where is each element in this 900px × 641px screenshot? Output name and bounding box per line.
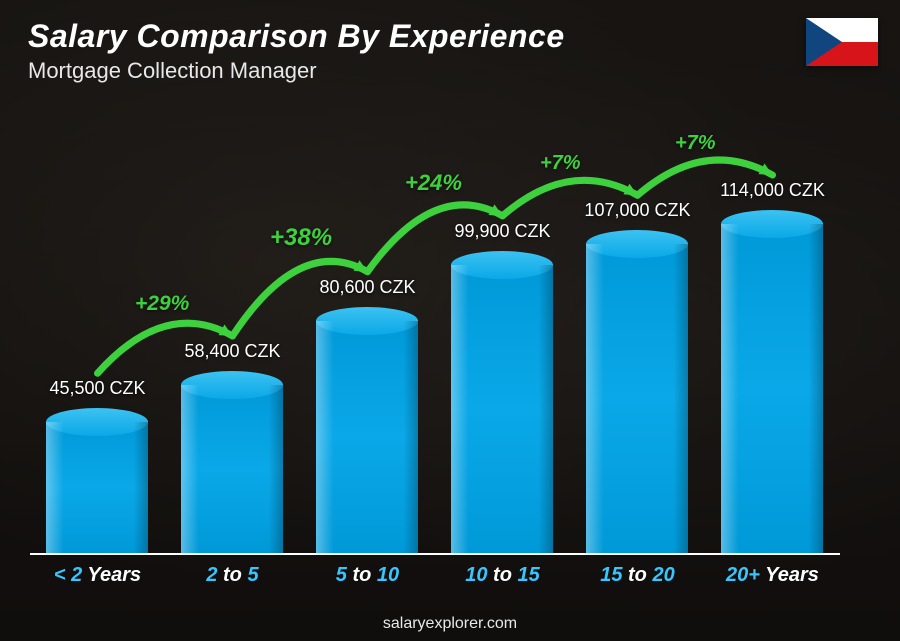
delta-percent: +7%: [675, 132, 716, 155]
chart-container: Salary Comparison By Experience Mortgage…: [0, 0, 900, 641]
delta-arrow: +7%: [30, 120, 840, 591]
bar-chart: 45,500 CZK< 2 Years58,400 CZK2 to 580,60…: [30, 120, 840, 591]
chart-subtitle: Mortgage Collection Manager: [28, 58, 317, 84]
chart-title: Salary Comparison By Experience: [28, 18, 565, 55]
footer-source: salaryexplorer.com: [0, 615, 900, 633]
flag-icon: [806, 18, 878, 66]
